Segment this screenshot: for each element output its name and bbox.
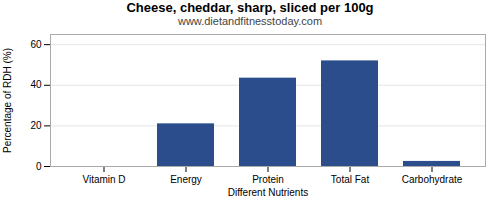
svg-text:40: 40 xyxy=(30,79,42,90)
svg-text:20: 20 xyxy=(30,120,42,131)
svg-text:Vitamin D: Vitamin D xyxy=(82,174,125,185)
html-text:www.dietandfitnesstoday.com: www.dietandfitnesstoday.com xyxy=(178,15,322,27)
svg-text:0: 0 xyxy=(36,161,42,172)
svg-text:Protein: Protein xyxy=(252,174,284,185)
svg-text:Carbohydrate: Carbohydrate xyxy=(402,174,463,185)
svg-text:Different Nutrients: Different Nutrients xyxy=(228,187,308,198)
svg-text:60: 60 xyxy=(30,39,42,50)
svg-text:Total Fat: Total Fat xyxy=(331,174,370,185)
svg-text:Energy: Energy xyxy=(170,174,202,185)
svg-text:Percentage of RDH (%): Percentage of RDH (%) xyxy=(2,48,13,153)
html-text:Cheese, cheddar, sharp, sliced: Cheese, cheddar, sharp, sliced per 100g xyxy=(126,0,374,15)
